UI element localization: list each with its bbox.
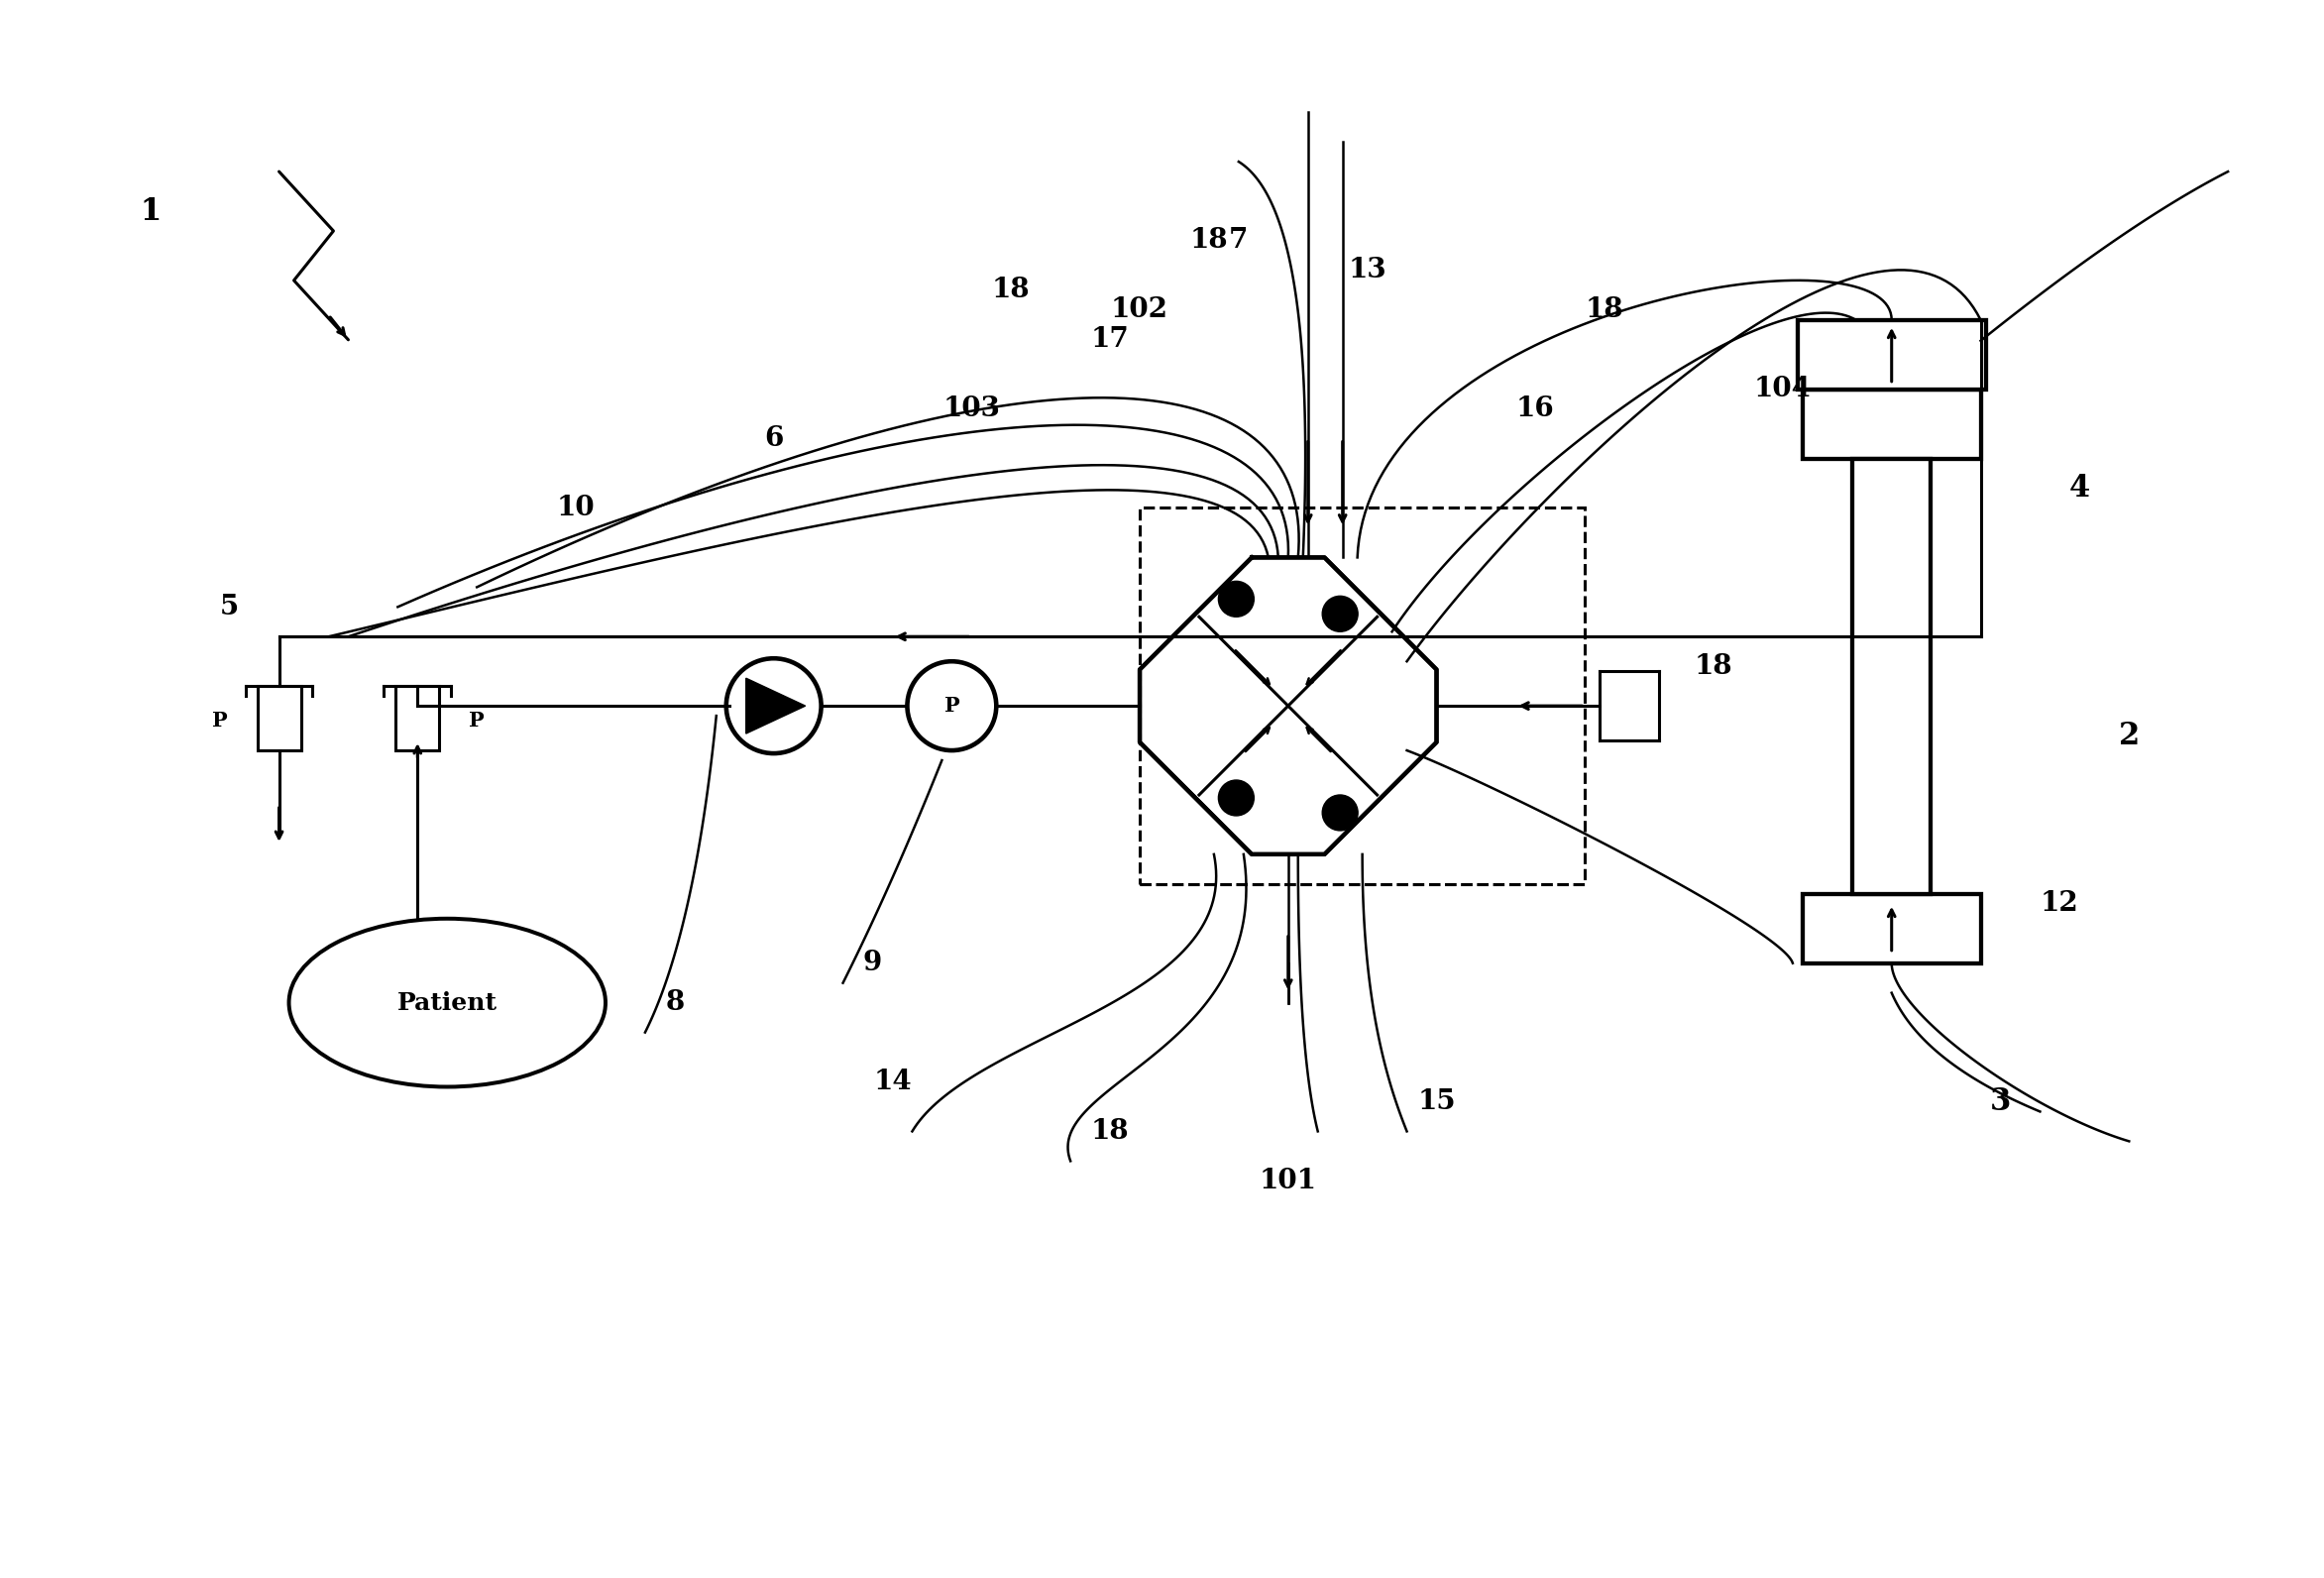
Text: 15: 15 (1418, 1089, 1455, 1116)
Text: 4: 4 (2068, 473, 2089, 503)
Text: 2: 2 (2119, 720, 2140, 751)
Bar (1139, 508, 1585, 884)
Text: 14: 14 (874, 1068, 911, 1095)
Text: 12: 12 (2040, 890, 2080, 917)
Text: Patient: Patient (397, 991, 497, 1015)
Text: 10: 10 (558, 494, 595, 521)
Text: 18: 18 (992, 276, 1030, 303)
Text: 18: 18 (1585, 297, 1624, 323)
Bar (1852, 459, 1931, 893)
Text: P: P (211, 710, 228, 731)
Circle shape (1218, 581, 1255, 617)
Text: P: P (469, 710, 486, 731)
Text: 18: 18 (1694, 653, 1734, 680)
Text: 6: 6 (765, 426, 783, 453)
Bar (1803, 893, 1980, 963)
Text: 103: 103 (944, 396, 999, 423)
Text: 9: 9 (862, 950, 883, 977)
Text: 1: 1 (139, 196, 160, 227)
Text: 5: 5 (221, 593, 239, 620)
Bar (1799, 320, 1985, 390)
Text: 101: 101 (1260, 1168, 1318, 1195)
Text: 7: 7 (1229, 227, 1248, 254)
Circle shape (1322, 795, 1357, 830)
Text: P: P (944, 696, 960, 716)
Text: 13: 13 (1348, 257, 1387, 284)
Polygon shape (746, 679, 806, 734)
Text: 104: 104 (1755, 376, 1810, 402)
Bar (395, 686, 439, 751)
Bar (1803, 390, 1980, 459)
Text: 17: 17 (1090, 327, 1129, 353)
Text: 16: 16 (1515, 396, 1555, 423)
Text: 1: 1 (139, 196, 160, 227)
Text: 102: 102 (1111, 297, 1169, 323)
Text: 3: 3 (1989, 1086, 2010, 1117)
Text: 18: 18 (1090, 1117, 1129, 1144)
Circle shape (1322, 596, 1357, 631)
Text: 18: 18 (1190, 227, 1227, 254)
Circle shape (1218, 780, 1255, 816)
Polygon shape (1139, 557, 1436, 854)
Text: 8: 8 (665, 989, 683, 1016)
Bar (258, 686, 300, 751)
